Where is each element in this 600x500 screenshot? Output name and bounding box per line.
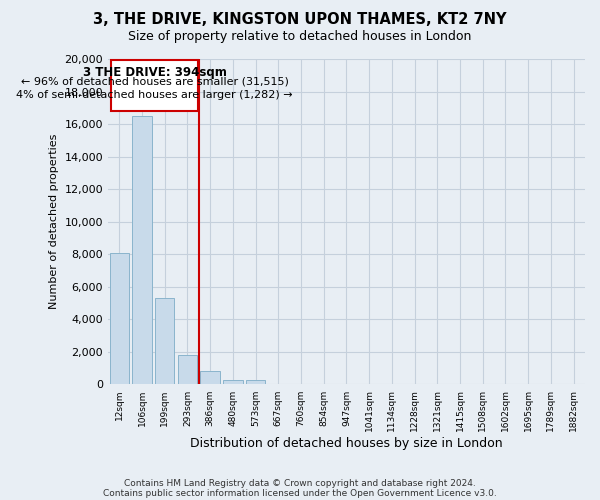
Text: Contains public sector information licensed under the Open Government Licence v3: Contains public sector information licen… (103, 488, 497, 498)
Text: ← 96% of detached houses are smaller (31,515): ← 96% of detached houses are smaller (31… (20, 77, 289, 87)
X-axis label: Distribution of detached houses by size in London: Distribution of detached houses by size … (190, 437, 503, 450)
Text: 4% of semi-detached houses are larger (1,282) →: 4% of semi-detached houses are larger (1… (16, 90, 293, 100)
Bar (246, 380, 265, 384)
FancyBboxPatch shape (112, 60, 197, 111)
Bar (110, 252, 129, 384)
Bar (133, 116, 152, 384)
Text: 3 THE DRIVE: 394sqm: 3 THE DRIVE: 394sqm (83, 66, 226, 78)
Bar (155, 298, 175, 384)
Bar (178, 355, 197, 384)
Text: Contains HM Land Registry data © Crown copyright and database right 2024.: Contains HM Land Registry data © Crown c… (124, 478, 476, 488)
Text: 3, THE DRIVE, KINGSTON UPON THAMES, KT2 7NY: 3, THE DRIVE, KINGSTON UPON THAMES, KT2 … (93, 12, 507, 28)
Bar (223, 380, 242, 384)
Y-axis label: Number of detached properties: Number of detached properties (49, 134, 59, 310)
Text: Size of property relative to detached houses in London: Size of property relative to detached ho… (128, 30, 472, 43)
Bar (200, 372, 220, 384)
